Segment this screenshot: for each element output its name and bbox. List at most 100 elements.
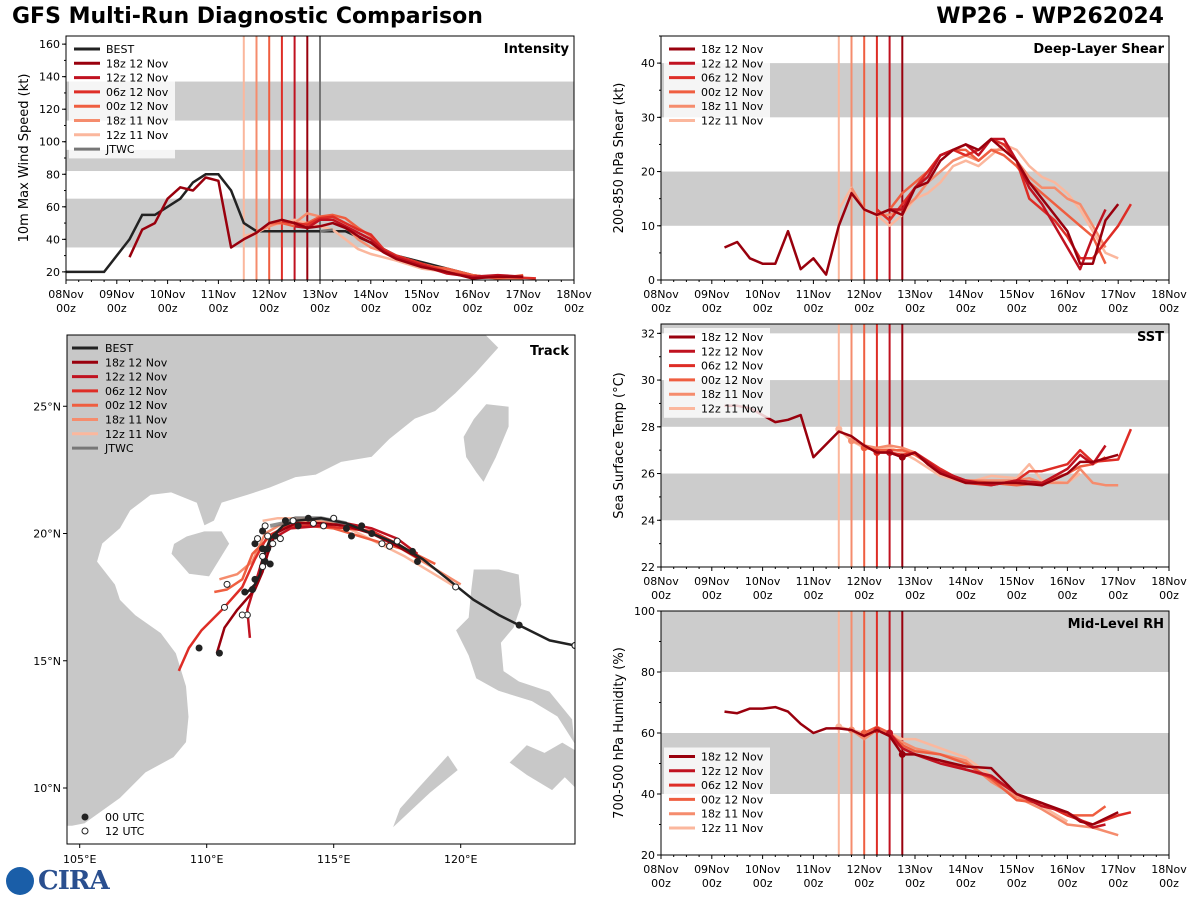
sst-legend-label: 18z 12 Nov bbox=[701, 331, 764, 344]
rh-xtick-label: 00z bbox=[702, 877, 722, 890]
shear-series-line bbox=[876, 137, 1132, 260]
sst-xtick-label: 00z bbox=[1058, 589, 1078, 602]
sst-ytick-label: 30 bbox=[641, 374, 655, 387]
intensity-xtick-label: 09Nov bbox=[99, 288, 135, 301]
shear-xtick-label: 17Nov bbox=[1100, 288, 1136, 301]
track-point-00utc bbox=[264, 545, 272, 553]
track-legend-label: 18z 12 Nov bbox=[105, 356, 168, 369]
sst-band bbox=[661, 324, 1169, 334]
track-point-00utc bbox=[358, 522, 366, 530]
track-point-00utc bbox=[408, 547, 416, 555]
rh-xtick-label: 00z bbox=[1058, 877, 1078, 890]
track-point-00utc bbox=[195, 644, 203, 652]
shear-legend-label: 00z 12 Nov bbox=[701, 86, 764, 99]
intensity-ylabel: 10m Max Wind Speed (kt) bbox=[17, 74, 32, 243]
track-point-12utc bbox=[571, 641, 575, 649]
rh-ytick-label: 60 bbox=[641, 727, 655, 740]
shear-ytick-label: 10 bbox=[641, 220, 655, 233]
sst-xtick-label: 00z bbox=[753, 589, 773, 602]
shear-series-line bbox=[889, 137, 1107, 271]
sst-init-marker bbox=[898, 453, 906, 461]
storm-id-title: WP26 - WP262024 bbox=[936, 4, 1164, 29]
rh-xtick-label: 00z bbox=[1007, 877, 1027, 890]
rh-xtick-label: 16Nov bbox=[1050, 863, 1086, 876]
shear-legend-label: 12z 11 Nov bbox=[701, 115, 764, 128]
logo-text: CIRA bbox=[38, 866, 110, 896]
intensity-xtick-label: 10Nov bbox=[150, 288, 186, 301]
page-title: GFS Multi-Run Diagnostic Comparison bbox=[12, 4, 483, 29]
intensity-legend-label: 00z 12 Nov bbox=[106, 100, 169, 113]
track-lon-label: 110°E bbox=[190, 853, 223, 866]
intensity-legend-label: BEST bbox=[106, 43, 134, 56]
intensity-legend-label: 18z 12 Nov bbox=[106, 57, 169, 70]
rh-legend-label: 18z 12 Nov bbox=[701, 751, 764, 764]
intensity-xtick-label: 08Nov bbox=[48, 288, 84, 301]
track-lon-label: 120°E bbox=[444, 853, 477, 866]
sst-title: SST bbox=[1137, 330, 1164, 345]
shear-xtick-label: 00z bbox=[651, 302, 671, 315]
track-point-12utc bbox=[220, 603, 228, 611]
rh-series-line bbox=[724, 705, 1119, 826]
track-point-12utc bbox=[261, 522, 269, 530]
shear-xtick-label: 10Nov bbox=[745, 288, 781, 301]
shear-xtick-label: 08Nov bbox=[643, 288, 679, 301]
rh-xtick-label: 00z bbox=[956, 877, 976, 890]
rh-xtick-label: 17Nov bbox=[1100, 863, 1136, 876]
intensity-xtick-label: 13Nov bbox=[302, 288, 338, 301]
track-point-12utc bbox=[223, 580, 231, 588]
track-point-12utc bbox=[320, 522, 328, 530]
sst-legend-bg bbox=[664, 328, 770, 418]
intensity-ytick-label: 100 bbox=[39, 136, 60, 149]
sst-xtick-label: 13Nov bbox=[897, 575, 933, 588]
sst-legend-label: 06z 12 Nov bbox=[701, 360, 764, 373]
shear-xtick-label: 00z bbox=[905, 302, 925, 315]
track-point-00utc bbox=[281, 517, 289, 525]
track-lat-label: 15°N bbox=[33, 655, 61, 668]
intensity-series-line bbox=[128, 176, 524, 280]
shear-xtick-label: 00z bbox=[854, 302, 874, 315]
track-title: Track bbox=[530, 344, 569, 359]
track-point-12utc bbox=[378, 540, 386, 548]
sst-xtick-label: 00z bbox=[854, 589, 874, 602]
sst-xtick-label: 00z bbox=[651, 589, 671, 602]
sst-xtick-label: 18Nov bbox=[1151, 575, 1187, 588]
intensity-legend-label: 18z 11 Nov bbox=[106, 115, 169, 128]
intensity-xtick-label: 00z bbox=[209, 302, 229, 315]
track-point-00utc bbox=[368, 530, 376, 538]
track-legend-label: 12z 11 Nov bbox=[105, 428, 168, 441]
intensity-ytick-label: 60 bbox=[46, 201, 60, 214]
shear-legend-label: 18z 12 Nov bbox=[701, 43, 764, 56]
track-legend-label: 00z 12 Nov bbox=[105, 399, 168, 412]
sst-legend-label: 18z 11 Nov bbox=[701, 388, 764, 401]
sst-series-line bbox=[851, 439, 1119, 487]
shear-series-line bbox=[863, 148, 1107, 265]
track-point-12utc bbox=[289, 517, 297, 525]
track-point-00utc bbox=[266, 560, 274, 568]
rh-xtick-label: 00z bbox=[804, 877, 824, 890]
intensity-xtick-label: 00z bbox=[107, 302, 127, 315]
intensity-legend-label: 06z 12 Nov bbox=[106, 86, 169, 99]
sst-xtick-label: 00z bbox=[702, 589, 722, 602]
track-point-12utc bbox=[452, 583, 460, 591]
intensity-best-line bbox=[66, 173, 524, 280]
track-lat-label: 20°N bbox=[33, 528, 61, 541]
sst-xtick-label: 16Nov bbox=[1050, 575, 1086, 588]
sst-xtick-label: 17Nov bbox=[1100, 575, 1136, 588]
intensity-xtick-label: 00z bbox=[463, 302, 483, 315]
track-lon-label: 115°E bbox=[317, 853, 350, 866]
track-point-00utc bbox=[304, 514, 312, 522]
sst-xtick-label: 14Nov bbox=[948, 575, 984, 588]
track-point-12utc bbox=[259, 563, 267, 571]
rh-ylabel: 700-500 hPa Humidity (%) bbox=[612, 647, 627, 819]
track-plot-area bbox=[67, 335, 575, 844]
sst-xtick-label: 15Nov bbox=[999, 575, 1035, 588]
rh-xtick-label: 00z bbox=[651, 877, 671, 890]
rh-xtick-label: 13Nov bbox=[897, 863, 933, 876]
track-point-12utc bbox=[386, 542, 394, 550]
shear-xtick-label: 18Nov bbox=[1151, 288, 1187, 301]
